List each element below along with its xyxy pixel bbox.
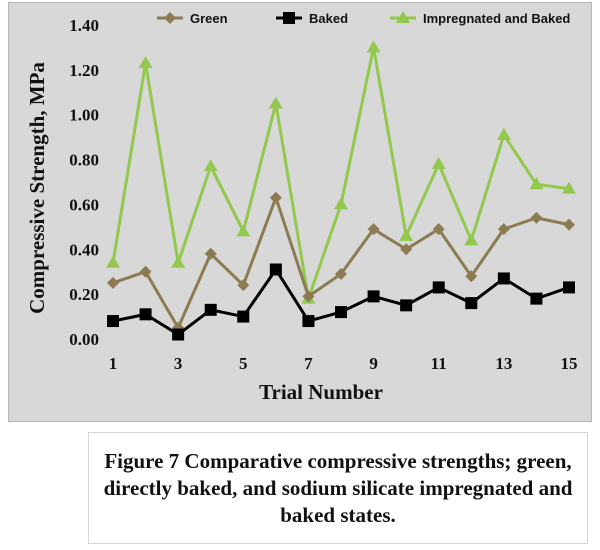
x-tick-label: 11: [431, 354, 447, 373]
x-axis-title: Trial Number: [259, 380, 383, 404]
data-point-green: [367, 223, 380, 236]
legend-marker-impregnated-and-baked: [396, 11, 410, 23]
y-tick-label: 1.40: [69, 16, 99, 35]
data-point-impregnated-and-baked: [431, 157, 446, 170]
y-tick-label: 1.00: [69, 106, 99, 125]
data-point-green: [432, 223, 445, 236]
figure-caption: Figure 7 Comparative compressive strengt…: [103, 448, 573, 527]
y-axis-title: Compressive Strength, MPa: [25, 62, 49, 314]
data-point-green: [563, 218, 575, 231]
legend-label-baked: Baked: [309, 11, 348, 26]
y-tick-label: 0.60: [69, 195, 99, 214]
y-tick-label: 0.80: [69, 151, 99, 170]
data-point-baked: [237, 310, 250, 323]
data-point-green: [497, 223, 510, 236]
data-point-impregnated-and-baked: [562, 181, 576, 194]
data-point-baked: [302, 315, 315, 328]
data-point-green: [139, 265, 152, 278]
data-point-impregnated-and-baked: [268, 96, 283, 109]
x-tick-label: 3: [174, 354, 183, 373]
data-point-baked: [465, 297, 478, 310]
figure-caption-box: Figure 7 Comparative compressive strengt…: [88, 432, 588, 544]
x-tick-label: 1: [109, 354, 118, 373]
y-tick-label: 0.00: [69, 330, 99, 349]
data-point-baked: [497, 272, 510, 285]
data-point-baked: [172, 328, 185, 341]
legend-label-green: Green: [190, 11, 228, 26]
data-point-baked: [139, 308, 152, 321]
data-point-green: [400, 243, 413, 256]
x-tick-label: 13: [495, 354, 512, 373]
data-point-impregnated-and-baked: [138, 56, 153, 69]
data-point-impregnated-and-baked: [496, 127, 511, 140]
x-tick-label: 15: [561, 354, 578, 373]
data-point-baked: [530, 292, 543, 305]
legend-label-impregnated-and-baked: Impregnated and Baked: [423, 11, 570, 26]
data-point-green: [237, 279, 250, 292]
data-point-green: [204, 247, 217, 260]
data-point-green: [465, 270, 478, 283]
x-tick-label: 7: [304, 354, 313, 373]
data-point-impregnated-and-baked: [529, 177, 544, 190]
series-line-impregnated-and-baked: [111, 45, 570, 301]
data-point-green: [335, 267, 347, 280]
data-point-impregnated-and-baked: [399, 228, 414, 241]
data-point-impregnated-and-baked: [106, 255, 120, 268]
data-point-baked: [204, 303, 217, 316]
chart: 0.000.200.400.600.801.001.201.401 3 5 7 9 11 1…: [25, 11, 578, 404]
data-point-impregnated-and-baked: [366, 40, 381, 53]
data-point-baked: [335, 306, 347, 319]
chart-frame: 0.00 0.20 0.40 0.60 0.80 1.00 1.20 1.40 1 3 5 7 9 11 1…: [8, 2, 592, 422]
x-tick-label: 9: [369, 354, 378, 373]
data-point-impregnated-and-baked: [171, 255, 186, 268]
data-point-baked: [563, 281, 575, 294]
y-tick-label: 0.20: [69, 285, 99, 304]
data-point-green: [302, 290, 315, 303]
data-point-baked: [107, 315, 119, 328]
data-point-impregnated-and-baked: [464, 233, 479, 246]
data-point-green: [530, 211, 543, 224]
legend-marker-green: [164, 12, 176, 24]
data-point-baked: [269, 263, 282, 276]
data-point-baked: [400, 299, 413, 312]
data-point-impregnated-and-baked: [334, 197, 348, 210]
data-point-impregnated-and-baked: [203, 159, 218, 172]
data-point-green: [269, 191, 282, 204]
y-tick-label: 1.20: [69, 61, 99, 80]
y-tick-label: 0.40: [69, 240, 99, 259]
legend-marker-baked: [283, 12, 295, 24]
data-point-baked: [367, 290, 380, 303]
x-tick-label: 5: [239, 354, 248, 373]
data-point-baked: [432, 281, 445, 294]
data-point-green: [107, 276, 119, 289]
data-point-impregnated-and-baked: [236, 224, 251, 237]
